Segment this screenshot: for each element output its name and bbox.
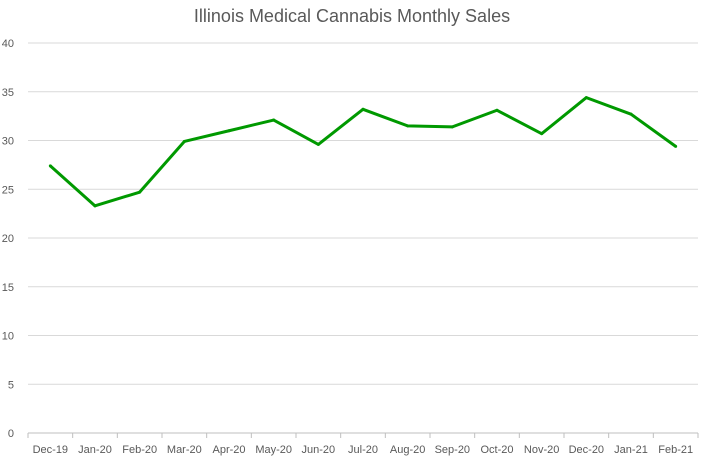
x-tick-label: Aug-20 [390, 444, 425, 456]
y-tick-label: 30 [2, 136, 14, 148]
data-point [316, 142, 320, 146]
data-point [227, 129, 231, 133]
y-tick-label: 5 [8, 379, 14, 391]
y-tick-label: 20 [2, 233, 14, 245]
chart-title: Illinois Medical Cannabis Monthly Sales [193, 6, 511, 26]
x-tick-label: Feb-21 [658, 444, 693, 456]
x-tick-label: Jun-20 [302, 444, 336, 456]
x-tick-label: Nov-20 [524, 444, 559, 456]
y-tick-label: 15 [2, 282, 14, 294]
x-tick-label: Apr-20 [212, 444, 245, 456]
x-tick-label: Mar-20 [167, 444, 202, 456]
data-point [361, 107, 365, 111]
data-point [93, 204, 97, 208]
y-tick-label: 25 [2, 184, 14, 196]
data-point [674, 144, 678, 148]
data-point [629, 112, 633, 116]
x-tick-label: Jan-20 [78, 444, 112, 456]
x-tick-label: Feb-20 [122, 444, 157, 456]
x-tick-label: Jan-21 [614, 444, 648, 456]
y-tick-label: 35 [2, 87, 14, 99]
x-tick-label: Dec-20 [569, 444, 604, 456]
y-tick-label: 10 [2, 331, 14, 343]
x-tick-label: Sep-20 [435, 444, 470, 456]
x-tick-label: May-20 [255, 444, 292, 456]
data-point [138, 190, 142, 194]
data-point [540, 132, 544, 136]
y-tick-label: 40 [2, 38, 14, 50]
x-tick-label: Dec-19 [33, 444, 68, 456]
y-tick-label: 0 [8, 428, 14, 440]
data-point [584, 96, 588, 100]
data-point [450, 125, 454, 129]
data-point [406, 124, 410, 128]
data-point [182, 139, 186, 143]
x-tick-label: Oct-20 [480, 444, 513, 456]
data-point [272, 118, 276, 122]
data-point [48, 164, 52, 168]
x-tick-label: Jul-20 [348, 444, 378, 456]
data-point [495, 108, 499, 112]
